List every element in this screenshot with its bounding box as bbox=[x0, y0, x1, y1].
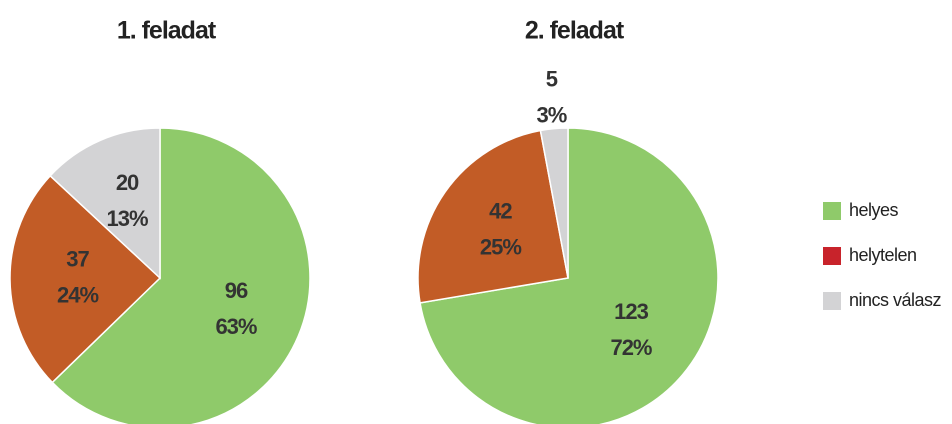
value-label: 123 bbox=[614, 299, 648, 324]
percent-label: 13% bbox=[107, 206, 148, 231]
chart-title: 2. feladat bbox=[525, 17, 625, 45]
legend-label: helyes bbox=[849, 200, 899, 220]
value-label: 5 bbox=[546, 67, 558, 92]
percent-label: 63% bbox=[215, 314, 256, 339]
percent-label: 24% bbox=[57, 283, 98, 308]
pie-slice bbox=[419, 127, 719, 424]
percent-label: 25% bbox=[480, 235, 521, 260]
chart-title: 1. feladat bbox=[117, 17, 217, 45]
value-label: 96 bbox=[225, 278, 248, 303]
value-label: 20 bbox=[116, 170, 139, 195]
pie-slice bbox=[417, 129, 569, 304]
value-label: 37 bbox=[66, 247, 89, 272]
legend-swatch bbox=[823, 292, 841, 310]
legend-swatch bbox=[823, 202, 841, 220]
pie-slice bbox=[539, 127, 569, 279]
legend-label: nincs válasz bbox=[849, 290, 942, 310]
legend-swatch bbox=[823, 247, 841, 265]
percent-label: 72% bbox=[610, 335, 651, 360]
pie-slice bbox=[9, 174, 162, 384]
percent-label: 3% bbox=[536, 103, 566, 128]
legend-label: helytelen bbox=[849, 245, 917, 265]
value-label: 42 bbox=[489, 199, 512, 224]
pie-slice bbox=[49, 127, 161, 280]
